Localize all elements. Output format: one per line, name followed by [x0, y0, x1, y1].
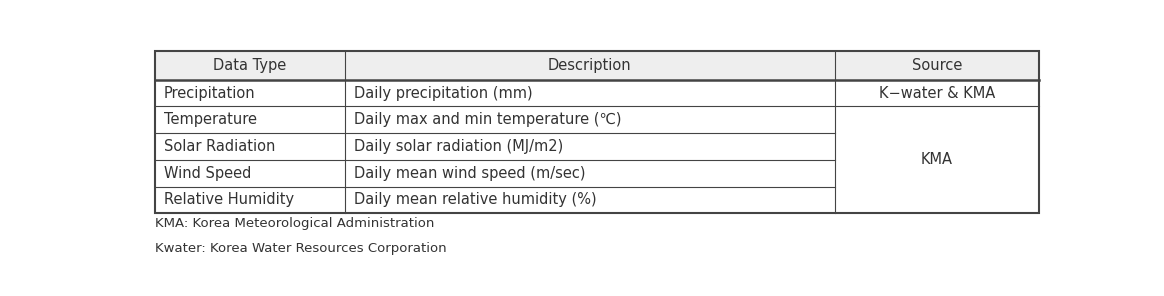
Text: KMA: Korea Meteorological Administration: KMA: Korea Meteorological Administration	[155, 217, 434, 230]
Bar	[836, 186, 1038, 213]
Text: Precipitation: Precipitation	[163, 86, 255, 101]
Bar	[345, 80, 836, 107]
Text: KMA: KMA	[921, 152, 953, 168]
Text: Relative Humidity: Relative Humidity	[163, 192, 293, 207]
Bar	[836, 52, 1038, 80]
Bar	[345, 160, 836, 186]
Text: Daily mean relative humidity (%): Daily mean relative humidity (%)	[354, 192, 596, 207]
Text: Description: Description	[548, 58, 632, 73]
Bar	[836, 80, 1038, 107]
Bar	[155, 160, 345, 186]
Text: Daily max and min temperature (℃): Daily max and min temperature (℃)	[354, 112, 622, 127]
Text: Solar Radiation: Solar Radiation	[163, 139, 275, 154]
Text: Temperature: Temperature	[163, 112, 256, 127]
Text: K−water & KMA: K−water & KMA	[879, 86, 995, 101]
Bar	[155, 52, 345, 80]
Bar	[155, 52, 1038, 213]
Bar	[836, 133, 1038, 160]
Text: Daily mean wind speed (m/sec): Daily mean wind speed (m/sec)	[354, 166, 585, 181]
Text: Source: Source	[911, 58, 963, 73]
Bar	[155, 107, 345, 133]
Bar	[345, 186, 836, 213]
Bar	[155, 80, 345, 107]
Text: Data Type: Data Type	[213, 58, 286, 73]
Bar	[155, 186, 345, 213]
Text: Daily solar radiation (MJ/m2): Daily solar radiation (MJ/m2)	[354, 139, 563, 154]
Bar	[345, 133, 836, 160]
Bar	[345, 52, 836, 80]
Text: Wind Speed: Wind Speed	[163, 166, 251, 181]
Bar	[836, 107, 1038, 133]
Text: Kwater: Korea Water Resources Corporation: Kwater: Korea Water Resources Corporatio…	[155, 242, 446, 255]
Text: Daily precipitation (mm): Daily precipitation (mm)	[354, 86, 532, 101]
Bar	[155, 133, 345, 160]
Bar	[836, 160, 1038, 186]
Bar	[345, 107, 836, 133]
